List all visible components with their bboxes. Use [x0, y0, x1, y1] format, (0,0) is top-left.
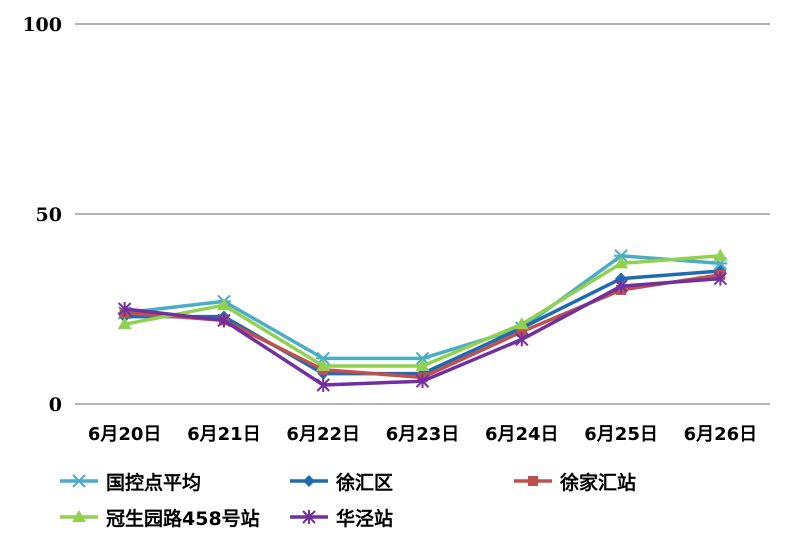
- point-4-5: [514, 317, 529, 330]
- legend-marker-2: [303, 475, 315, 487]
- legend-item-4: 冠生园路458号站: [58, 502, 260, 532]
- series-5: [117, 271, 728, 392]
- x-axis-ticks: 6月20日 6月21日 6月22日 6月23日 6月24日 6月25日 6月26日: [88, 424, 757, 445]
- y-axis-ticks: 0 50 100: [22, 14, 62, 416]
- x-tick-3: 6月22日: [286, 424, 360, 445]
- legend-label-1: 国控点平均: [106, 471, 202, 494]
- legend-swatch-2: [290, 475, 328, 487]
- point-1-6: [614, 249, 629, 263]
- point-4-3: [316, 359, 331, 371]
- x-tick-5: 6月24日: [485, 424, 559, 445]
- legend-item-1: 国控点平均: [58, 466, 201, 496]
- y-tick-50: 50: [36, 204, 62, 226]
- legend-label-2: 徐汇区: [336, 471, 394, 494]
- legend-item-3: 徐家汇站: [512, 466, 636, 496]
- legend-marker-3: [528, 476, 538, 486]
- point-5-6: [614, 279, 628, 294]
- point-3-5: [516, 326, 527, 337]
- point-5-7: [713, 271, 728, 286]
- y-tick-0: 0: [49, 394, 62, 416]
- legend-marker-5: [302, 510, 316, 524]
- point-4-6: [614, 256, 629, 269]
- series-4: [117, 248, 728, 371]
- point-2-6: [615, 272, 628, 285]
- legend-label-5: 华泾站: [336, 507, 394, 530]
- x-tick-2: 6月21日: [187, 424, 261, 445]
- point-5-3: [316, 378, 330, 392]
- legend-swatch-1: [60, 474, 98, 488]
- legend-swatch-5: [290, 510, 328, 524]
- series-line-4: [122, 254, 723, 368]
- point-5-5: [515, 332, 529, 347]
- legend-label-4: 冠生园路458号站: [106, 507, 260, 530]
- gridlines: [75, 23, 770, 405]
- x-tick-4: 6月23日: [386, 424, 460, 445]
- legend-item-2: 徐汇区: [288, 466, 393, 496]
- y-tick-100: 100: [22, 14, 62, 36]
- legend-marker-4: [72, 510, 86, 522]
- point-1-4: [415, 351, 430, 366]
- point-4-7: [713, 248, 728, 261]
- point-5-2: [217, 313, 231, 328]
- x-tick-1: 6月20日: [88, 424, 162, 445]
- point-4-4: [415, 359, 430, 371]
- series-group: [117, 248, 728, 392]
- point-5-4: [415, 374, 430, 389]
- legend-item-5: 华泾站: [288, 502, 393, 532]
- point-4-1: [117, 317, 132, 330]
- legend-swatch-3: [514, 476, 552, 486]
- x-tick-6: 6月25日: [584, 424, 658, 445]
- legend-marker-1: [72, 474, 86, 488]
- legend-swatch-4: [60, 510, 98, 522]
- x-tick-7: 6月26日: [684, 424, 758, 445]
- point-4-2: [216, 298, 231, 311]
- legend-label-3: 徐家汇站: [560, 471, 637, 494]
- legend: 国控点平均 徐汇区 徐家汇站 冠生园路458号站 华泾站: [58, 466, 778, 542]
- point-5-1: [117, 302, 132, 316]
